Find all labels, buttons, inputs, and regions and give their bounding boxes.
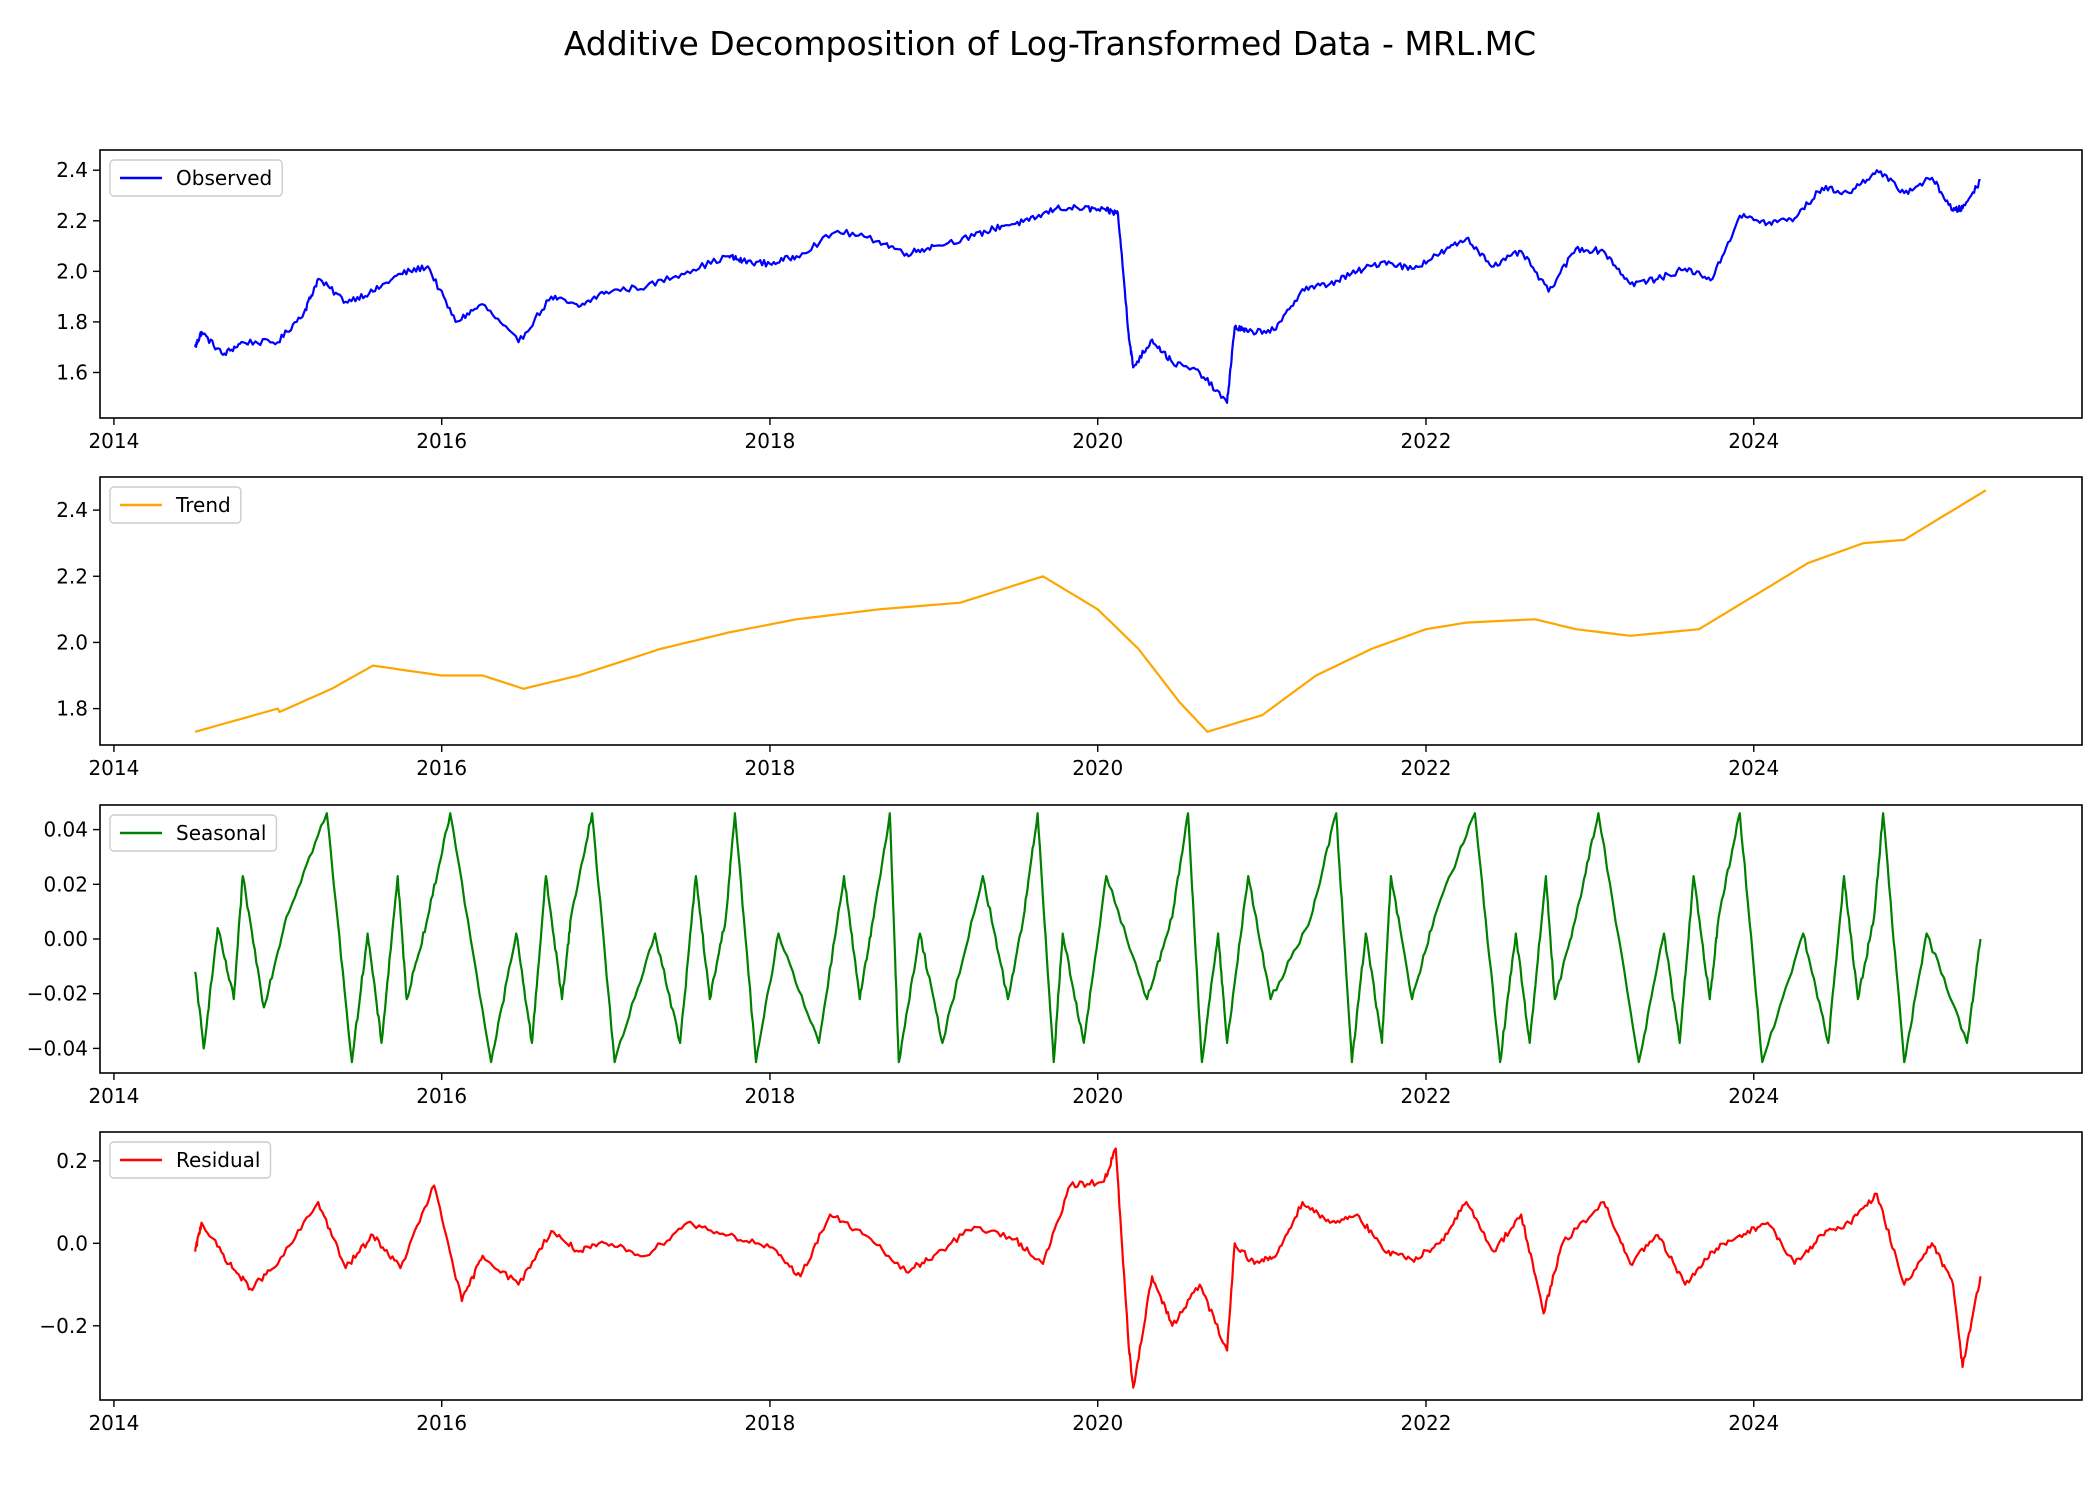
y-tick-label: 0.04 [43,818,88,842]
series-line-residual [194,1147,1982,1389]
axes-frame [99,804,2083,1074]
y-tick-label: 2.2 [56,564,88,588]
x-tick-label: 2020 [1072,756,1123,780]
x-tick-label: 2016 [416,1084,467,1108]
y-tick-label: 1.6 [56,360,88,384]
series-line-seasonal [194,812,1982,1064]
legend-label: Observed [176,166,272,190]
x-tick-label: 2016 [416,1411,467,1435]
axes-frame [99,149,2083,419]
legend-box [109,814,278,852]
legend-label: Residual [176,1148,260,1172]
x-tick-label: 2016 [416,756,467,780]
x-tick-label: 2022 [1401,1411,1452,1435]
y-tick-label: 2.0 [56,259,88,283]
legend-label: Seasonal [176,821,266,845]
y-tick-label: 0.02 [43,872,88,896]
panel-residual: 2014 2016 2018 2020 2022 2024 −0.2 0.0 0.2 Residu… [39,1131,2083,1435]
x-tick-label: 2018 [744,1084,795,1108]
y-tick-label: 1.8 [56,697,88,721]
legend-box [109,486,242,524]
y-tick-label: 0.0 [56,1231,88,1255]
x-tick-label: 2020 [1072,429,1123,453]
y-tick-label: 2.0 [56,630,88,654]
x-tick-label: 2022 [1401,1084,1452,1108]
x-tick-label: 2020 [1072,1084,1123,1108]
x-tick-label: 2024 [1728,1084,1779,1108]
x-tick-label: 2024 [1728,429,1779,453]
y-tick-label: 0.2 [56,1149,88,1173]
x-tick-label: 2014 [88,756,139,780]
y-tick-label: −0.04 [27,1036,88,1060]
legend-label: Trend [175,493,231,517]
y-tick-label: 2.4 [56,158,88,182]
x-tick-label: 2014 [88,1411,139,1435]
y-tick-label: −0.02 [27,982,88,1006]
y-tick-label: 1.8 [56,310,88,334]
panel-seasonal: 2014 2016 2018 2020 2022 2024 −0.04 −0.02 0.00 0.… [27,804,2083,1108]
series-line-trend [194,489,1987,733]
axes-frame [99,476,2083,746]
x-tick-label: 2018 [744,1411,795,1435]
chart-title: Additive Decomposition of Log-Transforme… [564,24,1536,63]
panel-observed: 2014 2016 2018 2020 2022 2024 1.6 1.8 2.0 2.2 2.4 O… [56,149,2083,453]
x-tick-label: 2024 [1728,756,1779,780]
x-tick-label: 2022 [1401,756,1452,780]
x-tick-label: 2024 [1728,1411,1779,1435]
legend: Observed [109,159,283,197]
x-tick-label: 2018 [744,429,795,453]
axes-frame [99,1131,2083,1401]
y-tick-label: 0.00 [43,927,88,951]
y-tick-label: −0.2 [39,1314,88,1338]
series-line-observed [194,169,1981,404]
x-tick-label: 2014 [88,429,139,453]
x-tick-label: 2020 [1072,1411,1123,1435]
legend: Trend [109,486,242,524]
subplots: 2014 2016 2018 2020 2022 2024 1.6 1.8 2.0 2.2 2.4 O… [27,149,2083,1435]
legend-box [109,1141,272,1179]
x-tick-label: 2018 [744,756,795,780]
legend: Seasonal [109,814,278,852]
legend-box [109,159,283,197]
panel-trend: 2014 2016 2018 2020 2022 2024 1.8 2.0 2.2 2.4 Tren… [56,476,2083,780]
legend: Residual [109,1141,272,1179]
y-tick-label: 2.2 [56,209,88,233]
y-tick-label: 2.4 [56,498,88,522]
x-tick-label: 2016 [416,429,467,453]
x-tick-label: 2022 [1401,429,1452,453]
x-tick-label: 2014 [88,1084,139,1108]
